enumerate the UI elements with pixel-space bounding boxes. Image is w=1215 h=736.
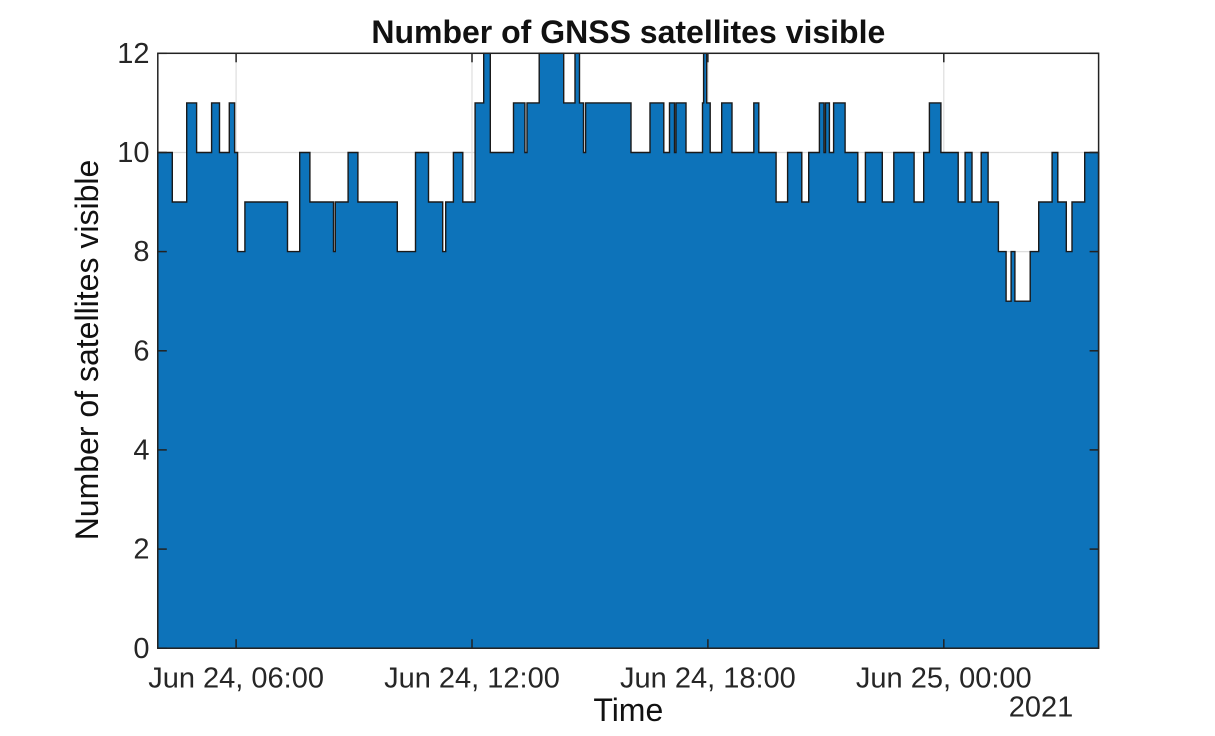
svg-text:Jun 24, 12:00: Jun 24, 12:00	[384, 662, 560, 694]
svg-text:Jun 24, 06:00: Jun 24, 06:00	[148, 662, 324, 694]
svg-text:Jun 25, 00:00: Jun 25, 00:00	[856, 662, 1032, 694]
svg-text:Number of satellites visible: Number of satellites visible	[69, 160, 105, 541]
svg-text:0: 0	[133, 633, 149, 665]
svg-text:12: 12	[117, 38, 149, 70]
svg-text:Number of GNSS satellites visi: Number of GNSS satellites visible	[371, 14, 885, 50]
svg-text:Jun 24, 18:00: Jun 24, 18:00	[620, 662, 796, 694]
svg-text:4: 4	[133, 434, 149, 466]
svg-text:2021: 2021	[1009, 692, 1074, 724]
svg-text:6: 6	[133, 335, 149, 367]
svg-text:8: 8	[133, 236, 149, 268]
svg-text:10: 10	[117, 137, 149, 169]
svg-text:2: 2	[133, 534, 149, 566]
svg-text:Time: Time	[593, 692, 663, 728]
